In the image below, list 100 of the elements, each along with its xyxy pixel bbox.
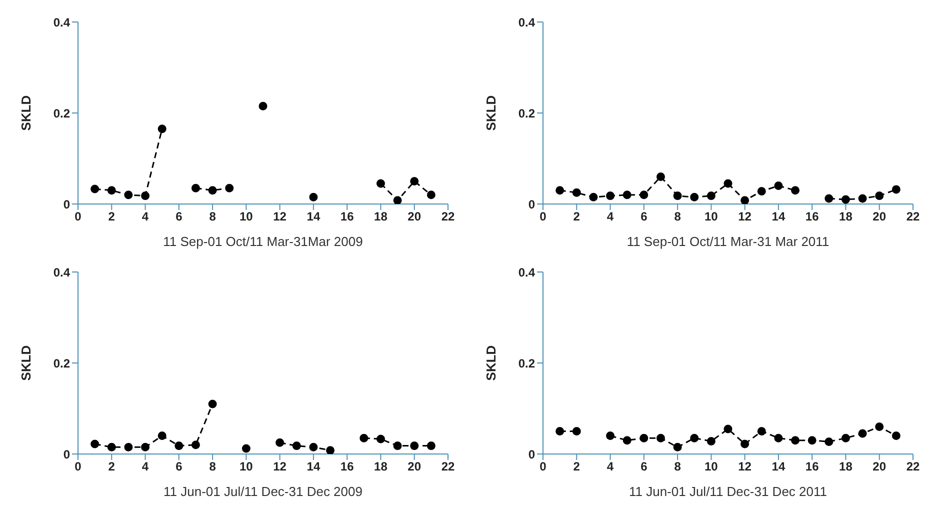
x-axis-title: 11 Sep-01 Oct/11 Mar-31 Mar 2011 <box>626 234 830 249</box>
x-tick-label: 4 <box>606 210 614 224</box>
point <box>606 432 615 440</box>
x-tick-label: 6 <box>640 460 648 474</box>
x-tick-label: 22 <box>441 210 455 224</box>
x-tick-label: 4 <box>606 460 614 474</box>
x-tick-label: 10 <box>704 210 718 224</box>
point <box>326 446 335 454</box>
point <box>376 434 385 444</box>
point <box>774 182 783 190</box>
x-tick-label: 16 <box>805 210 820 224</box>
point <box>556 427 564 436</box>
point <box>225 184 234 192</box>
point <box>426 190 436 200</box>
point <box>90 440 100 448</box>
point <box>393 442 402 450</box>
x-axis-title: 11 Jun-01 Jul/11 Dec-31 Dec 2009 <box>164 484 362 499</box>
x-tick-label: 20 <box>408 210 422 224</box>
x-tick-label: 18 <box>374 460 388 474</box>
point <box>875 422 884 431</box>
x-tick-label: 8 <box>209 460 216 474</box>
x-tick-label: 12 <box>273 210 287 224</box>
y-tick-label: 0 <box>528 447 536 462</box>
point <box>107 442 116 452</box>
point <box>589 192 598 202</box>
point <box>706 437 716 446</box>
y-axis-title: SKLD <box>18 345 34 381</box>
x-tick-label: 22 <box>441 460 455 474</box>
point <box>757 427 766 436</box>
point <box>875 192 884 200</box>
x-tick-label: 18 <box>839 210 853 224</box>
y-tick-label: 0.2 <box>53 356 70 370</box>
point <box>242 444 250 453</box>
point <box>724 179 732 188</box>
x-axis-title: 11 Sep-01 Oct/11 Mar-31Mar 2009 <box>163 234 363 249</box>
point <box>740 196 750 204</box>
point <box>360 434 368 442</box>
point <box>90 184 100 194</box>
x-tick-label: 22 <box>906 210 920 224</box>
x-tick-label: 22 <box>906 460 920 474</box>
x-tick-label: 14 <box>772 460 786 474</box>
y-tick-label: 0 <box>63 197 70 212</box>
x-tick-label: 2 <box>573 460 580 474</box>
x-tick-label: 14 <box>772 210 786 224</box>
point <box>208 400 217 408</box>
point <box>426 442 436 450</box>
point <box>706 192 716 200</box>
x-tick-label: 2 <box>573 210 580 224</box>
point <box>393 196 402 204</box>
x-tick-label: 8 <box>674 210 682 224</box>
point <box>824 194 834 203</box>
x-tick-label: 4 <box>142 460 149 474</box>
y-tick-label: 0 <box>528 197 536 212</box>
y-tick-label: 0 <box>63 447 70 462</box>
point <box>410 442 419 450</box>
point <box>774 434 783 442</box>
point <box>141 442 150 452</box>
y-tick-label: 0.4 <box>518 15 536 30</box>
point <box>858 429 867 438</box>
x-tick-label: 0 <box>74 210 82 224</box>
x-tick-label: 0 <box>74 460 82 474</box>
x-tick-label: 10 <box>704 460 718 474</box>
point <box>757 187 766 196</box>
point <box>622 190 632 200</box>
x-tick-label: 16 <box>340 460 354 474</box>
x-tick-label: 20 <box>872 210 886 224</box>
point <box>124 190 133 200</box>
point <box>174 442 184 450</box>
point <box>841 434 850 442</box>
point <box>841 195 850 204</box>
point <box>376 179 385 188</box>
point <box>191 184 200 192</box>
x-tick-label: 14 <box>306 460 320 474</box>
point <box>158 124 166 134</box>
point <box>556 186 564 195</box>
point <box>640 434 648 442</box>
point <box>258 102 268 110</box>
x-tick-label: 0 <box>540 210 547 224</box>
point <box>858 194 867 203</box>
point <box>791 436 800 445</box>
point <box>740 440 750 448</box>
point <box>606 192 615 200</box>
point <box>724 424 732 434</box>
x-tick-label: 16 <box>805 460 820 474</box>
y-tick-label: 0.2 <box>518 356 536 370</box>
y-axis-title: SKLD <box>18 95 34 131</box>
point <box>690 434 699 442</box>
y-axis-title: SKLD <box>484 345 499 381</box>
point <box>656 172 665 181</box>
x-tick-label: 8 <box>209 210 216 224</box>
x-tick-label: 12 <box>273 460 287 474</box>
y-tick-label: 0.2 <box>518 106 536 120</box>
point <box>824 437 834 446</box>
x-tick-label: 18 <box>374 210 388 224</box>
x-tick-label: 20 <box>408 460 422 474</box>
point <box>690 192 699 202</box>
point <box>673 192 682 200</box>
x-tick-label: 12 <box>738 460 752 474</box>
point <box>276 438 284 447</box>
point <box>791 186 800 195</box>
